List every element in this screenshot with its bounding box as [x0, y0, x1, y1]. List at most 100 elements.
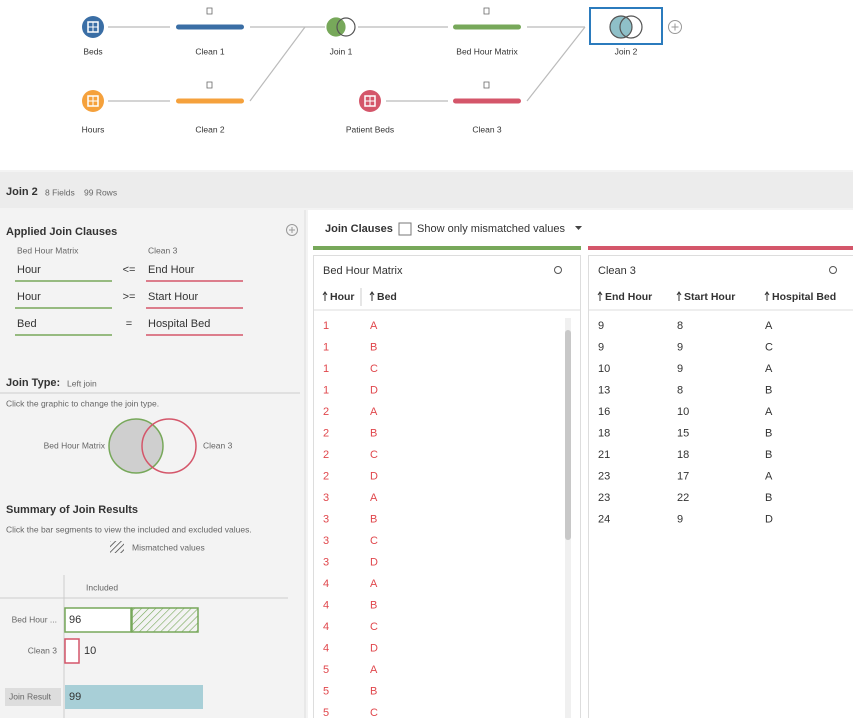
column-header[interactable]: Hour: [330, 291, 355, 303]
bar-value: 99: [69, 691, 81, 703]
cell: 23: [598, 470, 610, 482]
cell: B: [765, 384, 772, 396]
cell: B: [370, 341, 377, 353]
cell: 1: [323, 341, 329, 353]
hint: Click the bar segments to view the inclu…: [6, 524, 252, 534]
cell: 8: [677, 320, 683, 332]
cell: 3: [323, 556, 329, 568]
add-clause[interactable]: [286, 224, 298, 236]
node-glyph: [88, 96, 98, 106]
clause-operator[interactable]: =: [126, 318, 132, 330]
bar-segment[interactable]: [65, 685, 203, 709]
plus-icon: [671, 23, 679, 31]
flow-node[interactable]: Bed Hour Matrix: [453, 7, 521, 56]
clause-operator[interactable]: <=: [123, 264, 136, 276]
cell: C: [370, 621, 378, 633]
source-line: [313, 246, 581, 250]
cell: C: [370, 535, 378, 547]
cell: 18: [677, 449, 689, 461]
scrollbar[interactable]: [565, 330, 571, 540]
column-header[interactable]: Hospital Bed: [772, 291, 836, 303]
clause-right[interactable]: Start Hour: [148, 291, 198, 303]
cell: 24: [598, 513, 610, 525]
flow-node[interactable]: Hours: [82, 90, 105, 134]
cell: B: [765, 449, 772, 461]
cell: D: [370, 642, 378, 654]
join-type-label: Join Type:: [6, 377, 60, 389]
cell: B: [370, 599, 377, 611]
cell: 16: [598, 406, 610, 418]
bar-value: 10: [84, 645, 96, 657]
cell: 23: [598, 492, 610, 504]
clause-left[interactable]: Hour: [17, 291, 41, 303]
search-icon[interactable]: [554, 266, 562, 274]
clause-right[interactable]: Hospital Bed: [148, 318, 210, 330]
clause-left[interactable]: Bed: [17, 318, 37, 330]
venn-right[interactable]: [141, 418, 197, 474]
venn[interactable]: [108, 418, 197, 474]
mismatch-segment[interactable]: [131, 607, 199, 633]
source-line: [588, 246, 853, 250]
clause-left[interactable]: Hour: [17, 264, 41, 276]
section-title: Applied Join Clauses: [6, 226, 117, 238]
sort-icon: [764, 291, 770, 301]
node-glyph: [206, 7, 213, 15]
sort-icon: [322, 291, 328, 301]
dropdown[interactable]: [575, 226, 582, 230]
section-title: Summary of Join Results: [6, 504, 138, 516]
column-header[interactable]: Bed: [377, 291, 397, 303]
cell: A: [370, 492, 378, 504]
cell: B: [370, 427, 377, 439]
node-bar: [453, 24, 521, 30]
flow-node[interactable]: Clean 3: [453, 81, 521, 134]
table-title: Bed Hour Matrix: [323, 265, 403, 277]
column-header[interactable]: Start Hour: [684, 291, 735, 303]
table-title: Clean 3: [598, 265, 636, 277]
node-bar: [176, 24, 244, 30]
cell: 4: [323, 578, 329, 590]
node-label: Patient Beds: [346, 124, 394, 134]
node-glyph: [483, 81, 490, 89]
checkbox-label[interactable]: Show only mismatched values: [417, 223, 565, 235]
bar-segment[interactable]: [64, 638, 80, 664]
cell: 1: [323, 320, 329, 332]
node-bar: [176, 98, 244, 104]
clause-operator[interactable]: >=: [123, 291, 136, 303]
venn-left-label: Bed Hour Matrix: [44, 440, 106, 450]
cell: A: [370, 406, 378, 418]
cell: D: [370, 556, 378, 568]
flow-node[interactable]: Beds: [82, 16, 104, 56]
cell: 17: [677, 470, 689, 482]
cell: A: [765, 470, 773, 482]
cell: B: [370, 513, 377, 525]
cell: D: [370, 384, 378, 396]
header-rows: 99 Rows: [84, 187, 117, 197]
search-icon[interactable]: [829, 266, 837, 274]
table-box: [588, 255, 853, 718]
flow-node[interactable]: Join 2: [589, 7, 663, 56]
checkbox[interactable]: [398, 222, 412, 236]
flow-node[interactable]: Patient Beds: [346, 90, 394, 134]
cell: 9: [598, 341, 604, 353]
cell: 10: [677, 406, 689, 418]
cell: A: [765, 363, 773, 375]
cell: 21: [598, 449, 610, 461]
cell: 3: [323, 513, 329, 525]
column-header[interactable]: End Hour: [605, 291, 652, 303]
flow-node[interactable]: Join 1: [326, 17, 356, 56]
node-label: Join 1: [330, 46, 353, 56]
connector: [526, 26, 586, 102]
flow-node[interactable]: Clean 2: [176, 81, 244, 134]
venn-left: [326, 17, 346, 37]
bar-segment[interactable]: [64, 607, 132, 633]
tab[interactable]: Join Clauses: [325, 223, 393, 235]
right-source: Clean 3: [148, 245, 178, 255]
label-bg: [5, 688, 61, 706]
clause-right[interactable]: End Hour: [148, 264, 195, 276]
venn-left[interactable]: [108, 418, 164, 474]
cell: 9: [677, 341, 683, 353]
flow-node[interactable]: Clean 1: [176, 7, 244, 56]
node-glyph: [483, 7, 490, 15]
hint: Click the graphic to change the join typ…: [6, 398, 159, 408]
left-source: Bed Hour Matrix: [17, 245, 79, 255]
